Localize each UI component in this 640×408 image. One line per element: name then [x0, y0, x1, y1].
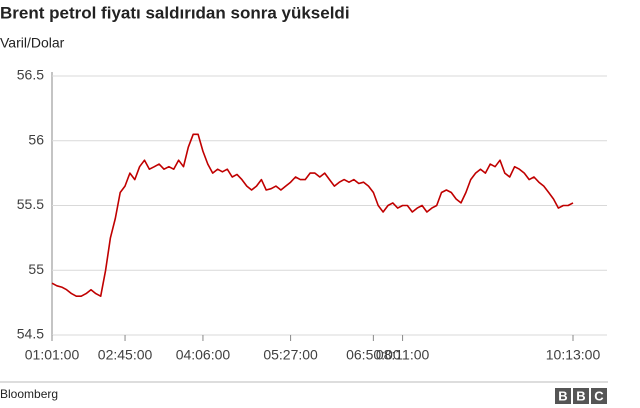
x-tick-label: 02:45:00 — [98, 347, 153, 363]
x-tick-label: 10:13:00 — [546, 347, 601, 363]
logo-letter: B — [576, 388, 585, 403]
logo-box — [555, 388, 571, 404]
x-tick-label: 04:06:00 — [176, 347, 231, 363]
logo-letter: B — [558, 388, 567, 403]
logo-letter: C — [594, 388, 604, 403]
y-tick-label: 56 — [28, 131, 44, 147]
x-tick-label: 01:01:00 — [25, 347, 80, 363]
y-tick-label: 56.5 — [17, 67, 44, 83]
line — [51, 133, 574, 298]
logo-box — [573, 388, 589, 404]
logo-box — [591, 388, 607, 404]
y-tick-label: 55 — [28, 261, 44, 277]
y-tick-label: 54.5 — [17, 326, 44, 342]
x-tick-label: 08:11:00 — [376, 347, 430, 363]
chart-subtitle: Varil/Dolar — [0, 35, 65, 51]
source: Bloomberg — [0, 387, 58, 401]
chart-title: Brent petrol fiyatı saldırıdan sonra yük… — [0, 3, 350, 22]
x-tick-label: 05:27:00 — [263, 347, 318, 363]
x-tick-label: 06:50:00 — [346, 347, 401, 363]
y-tick-label: 55.5 — [17, 196, 44, 212]
